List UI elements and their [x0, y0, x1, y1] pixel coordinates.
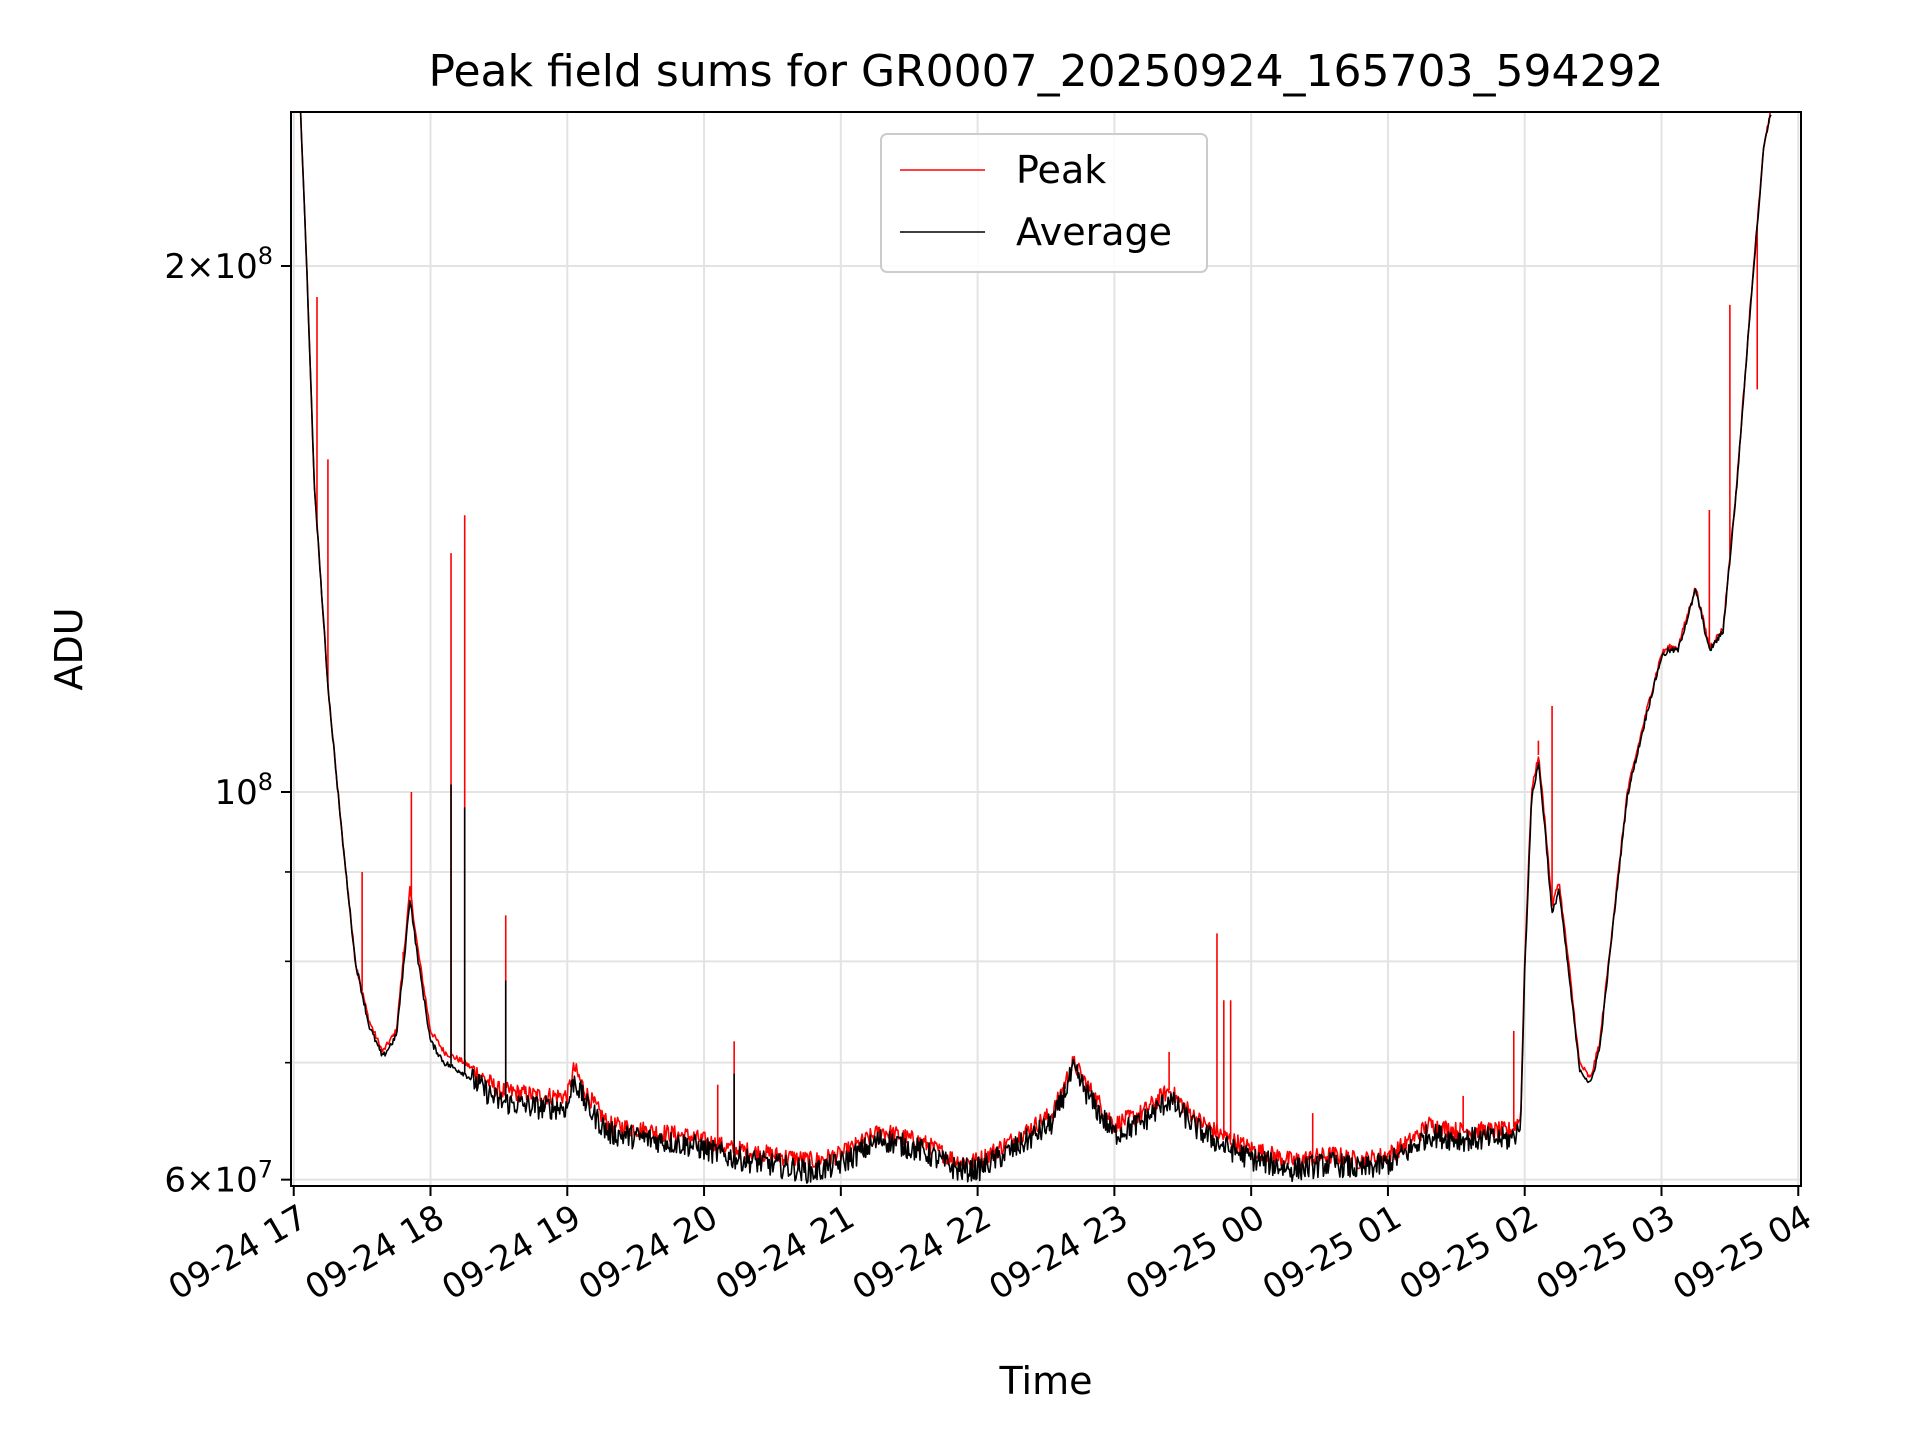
- legend-label-peak: Peak: [1016, 148, 1106, 192]
- legend-box: [880, 133, 1208, 273]
- legend-label-average: Average: [1016, 210, 1172, 254]
- y-tick-label: 2×108: [164, 242, 273, 287]
- series-line-average: [299, 112, 1772, 1184]
- x-axis-label: Time: [999, 1359, 1093, 1403]
- y-axis-label: ADU: [47, 607, 91, 690]
- grid: [291, 112, 1801, 1186]
- y-tick-label: 6×107: [164, 1156, 273, 1201]
- series-layer: [299, 112, 1772, 1184]
- y-tick-label: 108: [214, 768, 273, 813]
- plot-frame: [290, 111, 1802, 1187]
- chart-title: Peak field sums for GR0007_20250924_1657…: [429, 46, 1664, 97]
- legend: Peak Average: [880, 133, 1208, 273]
